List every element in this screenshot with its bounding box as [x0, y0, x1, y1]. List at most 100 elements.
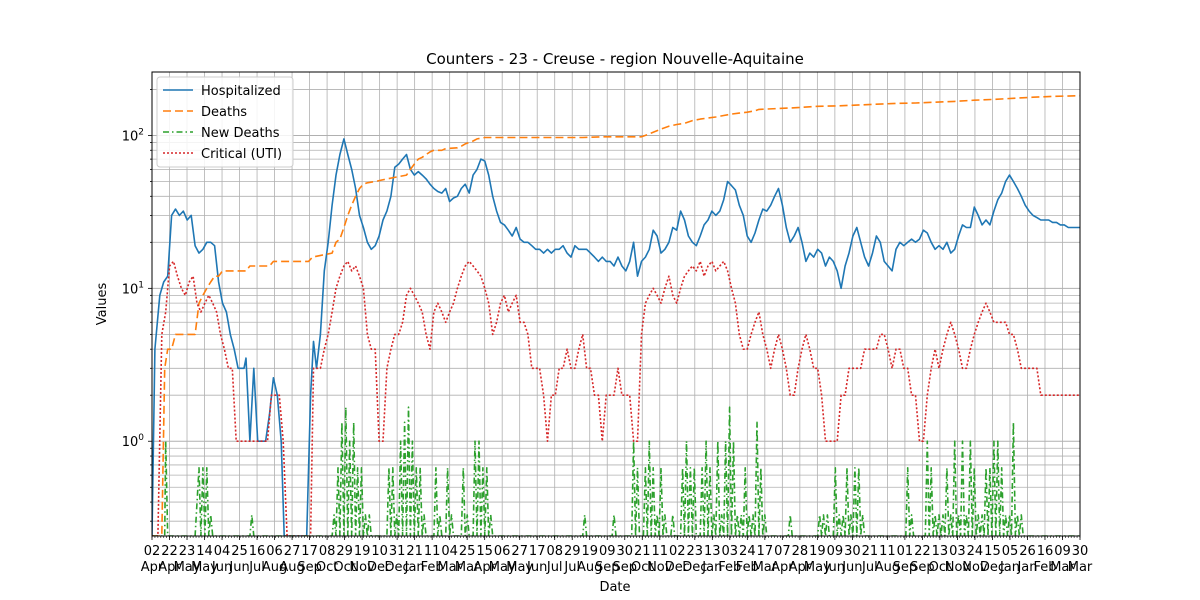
x-tick-day: 02	[669, 544, 686, 559]
x-tick-day: 30	[844, 544, 861, 559]
y-tick-label: 101	[122, 280, 144, 297]
x-tick-day: 24	[967, 544, 984, 559]
x-tick-day: 23	[687, 544, 704, 559]
legend-label: Hospitalized	[201, 84, 281, 99]
series-line-new-deaths	[152, 406, 1080, 536]
x-tick-day: 15	[984, 544, 1001, 559]
x-tick-day: 26	[1019, 544, 1036, 559]
x-tick-month: Feb	[718, 560, 741, 575]
x-tick-month: Mar	[753, 560, 778, 575]
x-tick-day: 13	[704, 544, 721, 559]
x-tick-month: Jun	[526, 560, 547, 575]
x-tick-day: 25	[231, 544, 248, 559]
x-tick-month: Aug	[577, 560, 602, 575]
x-tick-month: Dec	[980, 560, 1005, 575]
x-tick-month: Jul	[563, 560, 580, 575]
x-tick-day: 17	[529, 544, 546, 559]
x-tick-month: Apr	[141, 560, 164, 575]
x-tick-day: 15	[476, 544, 493, 559]
x-tick-day: 16	[1037, 544, 1054, 559]
x-tick-day: 17	[757, 544, 774, 559]
x-tick-day: 22	[914, 544, 931, 559]
x-tick-month: Dec	[367, 560, 392, 575]
x-tick-month: Jun	[211, 560, 232, 575]
x-tick-month: Apr	[789, 560, 812, 575]
x-tick-month: Nov	[349, 560, 375, 575]
x-tick-month: Aug	[279, 560, 304, 575]
x-tick-month: Sep	[297, 560, 322, 575]
x-axis-label: Date	[599, 580, 630, 595]
x-tick-month: May	[174, 560, 201, 575]
x-tick-month: Sep	[893, 560, 918, 575]
series-line-deaths	[152, 94, 1080, 536]
x-tick-month: Aug	[875, 560, 900, 575]
x-tick-month: Jan	[1016, 560, 1037, 575]
x-tick-month: Dec	[665, 560, 690, 575]
x-tick-day: 11	[879, 544, 896, 559]
x-tick-day: 21	[406, 544, 423, 559]
legend-label: New Deaths	[201, 126, 280, 141]
x-tick-month: Apr	[473, 560, 496, 575]
x-tick-day: 31	[389, 544, 406, 559]
x-tick-day: 06	[494, 544, 511, 559]
x-tick-day: 21	[634, 544, 651, 559]
x-tick-month: Apr	[158, 560, 181, 575]
x-tick-day: 04	[441, 544, 458, 559]
chart-title: Counters - 23 - Creuse - region Nouvelle…	[426, 50, 804, 68]
x-tick-month: May	[191, 560, 218, 575]
x-tick-day: 01	[897, 544, 914, 559]
x-tick-day: 24	[739, 544, 756, 559]
x-tick-day: 22	[161, 544, 178, 559]
x-tick-day: 28	[792, 544, 809, 559]
x-tick-month: Nov	[647, 560, 673, 575]
x-tick-day: 08	[319, 544, 336, 559]
x-tick-day: 16	[249, 544, 266, 559]
x-tick-month: Jun	[824, 560, 845, 575]
x-tick-month: Dec	[385, 560, 410, 575]
x-tick-month: Sep	[612, 560, 637, 575]
x-tick-month: Dec	[682, 560, 707, 575]
series-line-hospitalized	[152, 138, 1080, 536]
x-tick-day: 14	[196, 544, 213, 559]
x-tick-month: Mar	[1050, 560, 1075, 575]
x-tick-month: May	[804, 560, 831, 575]
x-tick-day: 03	[949, 544, 966, 559]
x-tick-day: 08	[546, 544, 563, 559]
x-tick-day: 27	[284, 544, 301, 559]
x-tick-month: Oct	[929, 560, 951, 575]
x-tick-month: Feb	[421, 560, 444, 575]
x-tick-month: Mar	[437, 560, 462, 575]
x-tick-day: 30	[1072, 544, 1089, 559]
x-tick-month: Jun	[841, 560, 862, 575]
y-axis: 100 101 102	[122, 89, 152, 522]
x-tick-day: 10	[371, 544, 388, 559]
legend: Hospitalized Deaths New Deaths Critical (UT…	[156, 76, 294, 168]
x-tick-month: Jan	[999, 560, 1020, 575]
x-tick-month: Jul	[861, 560, 878, 575]
x-tick-month: Jan	[404, 560, 425, 575]
x-tick-day: 23	[179, 544, 196, 559]
x-tick-month: Oct	[631, 560, 653, 575]
x-tick-month: Mar	[1068, 560, 1093, 575]
x-tick-month: Sep	[595, 560, 620, 575]
series-line-critical-uti	[152, 260, 1080, 536]
x-tick-month: Aug	[262, 560, 287, 575]
legend-label: Deaths	[201, 105, 247, 120]
x-tick-month: Nov	[945, 560, 971, 575]
y-axis-label: Values	[95, 283, 110, 326]
x-tick-month: May	[506, 560, 533, 575]
x-tick-day: 07	[774, 544, 791, 559]
x-tick-month: Nov	[962, 560, 988, 575]
x-tick-day: 09	[599, 544, 616, 559]
x-tick-day: 19	[581, 544, 598, 559]
x-axis: 02Apr22Apr23May14May04Jun25Jun16Jul06Aug…	[141, 536, 1093, 575]
x-tick-day: 29	[336, 544, 353, 559]
x-tick-day: 13	[932, 544, 949, 559]
x-tick-day: 02	[144, 544, 161, 559]
x-tick-month: Jan	[701, 560, 722, 575]
series-layer	[152, 94, 1080, 536]
x-tick-day: 11	[424, 544, 441, 559]
x-tick-month: Feb	[736, 560, 759, 575]
x-tick-day: 29	[564, 544, 581, 559]
